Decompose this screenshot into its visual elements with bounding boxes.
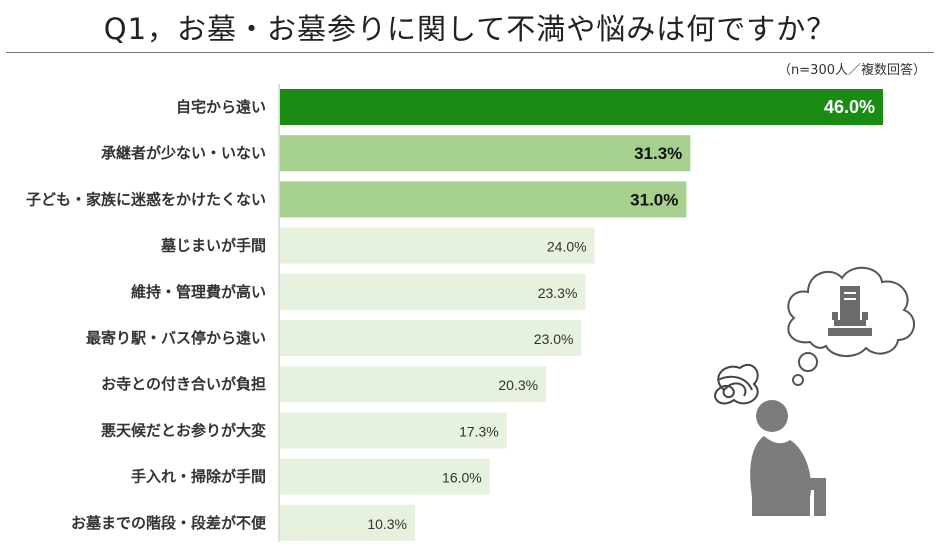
bar xyxy=(280,412,507,449)
bar xyxy=(280,89,883,125)
category-label: 手入れ・掃除が手間 xyxy=(131,468,266,486)
title-divider xyxy=(6,52,934,53)
category-label: 維持・管理費が高い xyxy=(131,283,266,301)
bar xyxy=(280,320,582,356)
worried-person-illustration xyxy=(714,267,915,516)
data-label: 23.0% xyxy=(534,331,574,347)
data-label: 46.0% xyxy=(824,97,875,117)
bar xyxy=(280,135,691,172)
data-label: 10.3% xyxy=(367,516,407,532)
category-label: 自宅から遠い xyxy=(176,98,266,116)
category-label: 最寄り駅・バス停から遠い xyxy=(86,329,266,347)
category-label: 承継者が少ない・いない xyxy=(101,144,266,162)
data-label: 17.3% xyxy=(459,423,499,439)
grave-icon xyxy=(828,286,872,336)
thought-cloud xyxy=(787,267,915,386)
bar xyxy=(280,181,687,218)
person-icon xyxy=(750,400,826,516)
bar xyxy=(280,458,490,495)
data-label: 31.0% xyxy=(630,190,678,209)
category-label: お寺との付き合いが負担 xyxy=(101,375,266,393)
sample-note: （n=300人／複数回答） xyxy=(778,63,926,78)
category-label: 子ども・家族に迷惑をかけたくない xyxy=(26,190,266,208)
data-label: 20.3% xyxy=(498,377,538,393)
scribble-icon xyxy=(714,363,759,405)
bar-group: 自宅から遠い 46.0% 承継者が少ない・いない 31.3% 子ども・家族に迷惑をかけた… xyxy=(26,89,883,541)
data-label: 24.0% xyxy=(547,239,587,255)
data-label: 31.3% xyxy=(634,144,682,163)
bar xyxy=(280,366,547,403)
data-label: 23.3% xyxy=(538,285,578,301)
category-label: 墓じまいが手間 xyxy=(160,237,266,255)
category-label: 悪天候だとお参りが大変 xyxy=(101,421,266,439)
bar xyxy=(280,227,595,264)
data-label: 16.0% xyxy=(442,470,482,486)
bar xyxy=(280,273,586,310)
bar xyxy=(280,504,416,541)
category-label: お墓までの階段・段差が不便 xyxy=(71,514,267,532)
chart-title: Q1，お墓・お墓参りに関して不満や悩みは何ですか？ xyxy=(103,12,837,46)
